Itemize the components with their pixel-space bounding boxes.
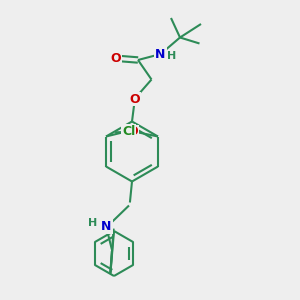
Text: Cl: Cl <box>122 124 135 138</box>
Text: O: O <box>130 92 140 106</box>
Text: H: H <box>167 51 176 62</box>
Text: O: O <box>110 52 121 65</box>
Text: H: H <box>88 218 97 229</box>
Text: N: N <box>101 220 112 233</box>
Text: N: N <box>155 47 166 61</box>
Text: O: O <box>127 125 138 139</box>
